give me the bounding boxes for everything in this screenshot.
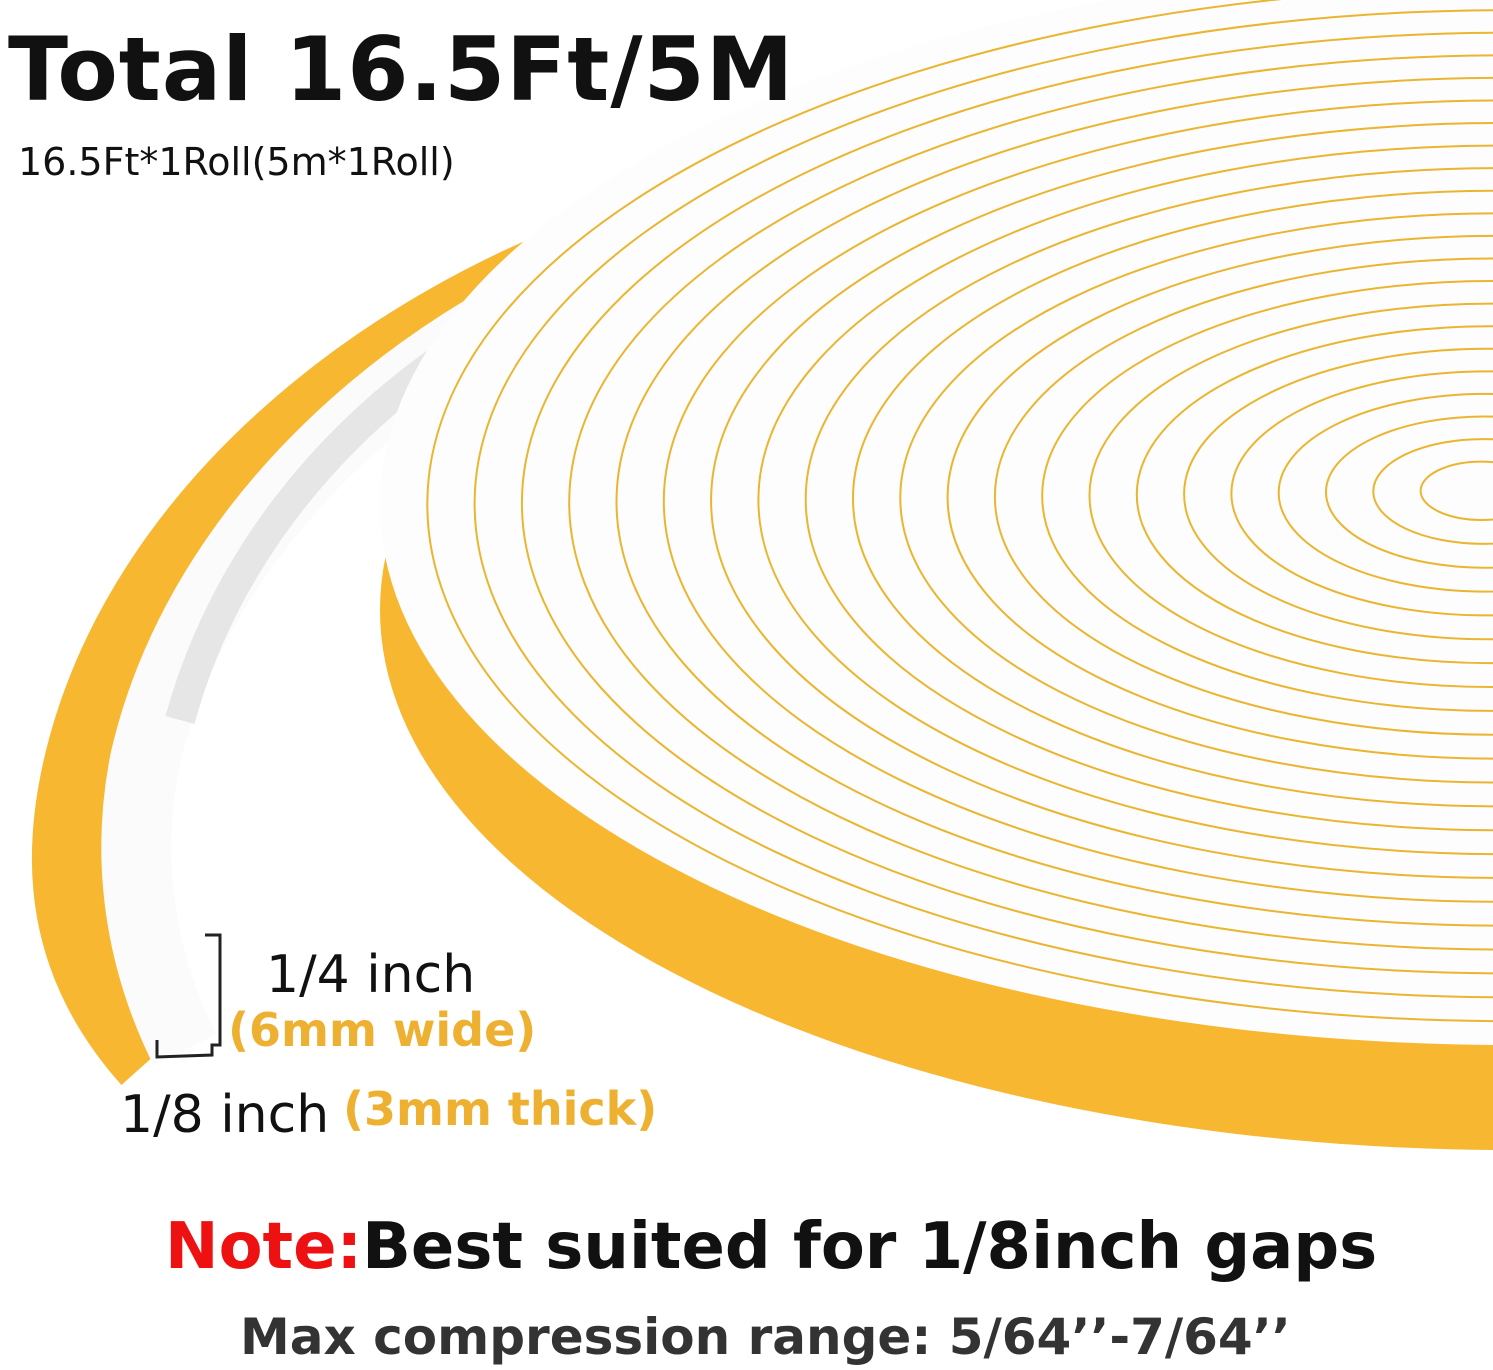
width-metric: (6mm wide): [228, 1003, 537, 1057]
compression-range: Max compression range: 5/64’’-7/64’’: [240, 1308, 1291, 1366]
width-label: 1/4 inch: [266, 945, 476, 1005]
title: Total 16.5Ft/5M: [8, 18, 795, 121]
winding-ring: [899, 212, 1493, 784]
winding-ring: [521, 31, 1493, 975]
note-text: Best suited for 1/8inch gaps: [362, 1210, 1378, 1284]
winding-ring: [1277, 392, 1493, 593]
winding-ring: [1088, 302, 1493, 688]
winding-rings: [426, 0, 1493, 1022]
winding-ring: [663, 99, 1493, 903]
winding-ring: [568, 54, 1493, 951]
winding-ring: [615, 77, 1493, 927]
winding-ring: [994, 257, 1493, 736]
winding-ring: [804, 167, 1493, 832]
winding-ring: [1372, 438, 1493, 545]
winding-ring: [1183, 347, 1493, 641]
winding-ring: [946, 234, 1493, 760]
winding-ring: [1325, 415, 1493, 569]
thickness-metric: (3mm thick): [343, 1082, 658, 1136]
winding-ring: [757, 144, 1493, 855]
winding-ring: [1230, 370, 1493, 617]
winding-ring: [1135, 325, 1493, 665]
winding-ring: [852, 189, 1493, 808]
note: Note:Best suited for 1/8inch gaps: [165, 1210, 1377, 1284]
subtitle: 16.5Ft*1Roll(5m*1Roll): [18, 140, 455, 184]
winding-ring: [710, 122, 1493, 879]
roll-top: [380, 0, 1493, 1045]
note-prefix: Note:: [165, 1210, 363, 1284]
winding-ring: [473, 9, 1493, 999]
dimension-bracket: [155, 933, 222, 1059]
winding-ring: [1419, 460, 1493, 521]
winding-ring: [426, 0, 1493, 1022]
thickness-label: 1/8 inch: [120, 1085, 330, 1145]
winding-ring: [1041, 280, 1493, 712]
